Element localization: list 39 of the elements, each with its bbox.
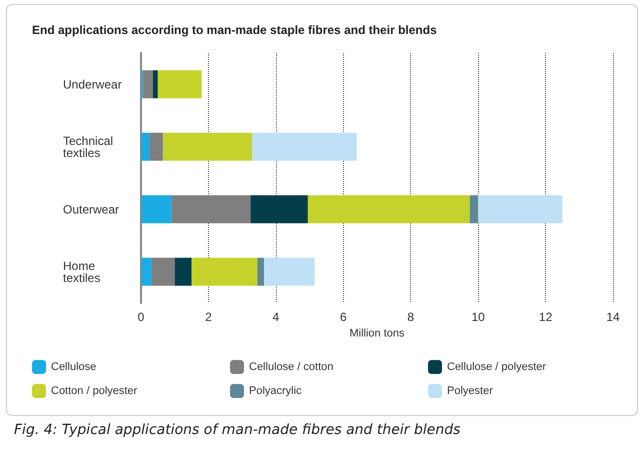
bar xyxy=(158,70,202,98)
bar xyxy=(162,132,252,161)
bar xyxy=(264,258,315,286)
bar xyxy=(151,258,175,286)
bar xyxy=(192,258,258,286)
bar xyxy=(174,258,192,286)
y-tick-label: Underwear xyxy=(63,77,122,92)
x-tick-label: 10 xyxy=(471,310,486,324)
legend-label: Polyacrylic xyxy=(249,385,302,397)
bar xyxy=(152,70,158,98)
bar xyxy=(470,195,478,224)
bar xyxy=(141,132,150,161)
legend-label: Cellulose xyxy=(51,361,96,373)
bar xyxy=(308,195,470,224)
x-tick-label: 6 xyxy=(340,310,347,324)
x-tick-label: 2 xyxy=(205,310,212,324)
legend-label: Polyester xyxy=(447,385,494,397)
y-tick-label: Technical textiles xyxy=(63,134,116,160)
bar xyxy=(149,132,163,161)
legend-label: Cellulose / polyester xyxy=(447,361,546,373)
x-axis-title: Million tons xyxy=(349,327,406,340)
legend-label: Cotton / polyester xyxy=(51,385,138,397)
x-tick-label: 12 xyxy=(538,310,553,324)
y-tick-label: Home textiles xyxy=(63,258,100,285)
y-tick-label: Outerwear xyxy=(63,202,120,216)
chart-title: End applications according to man-made staple fibres and their blends xyxy=(32,23,438,37)
bar xyxy=(141,258,152,286)
x-tick-label: 8 xyxy=(407,310,414,324)
x-tick-label: 4 xyxy=(272,310,280,324)
caption: Fig. 4: Typical applications of man-made fibres and their blends xyxy=(14,422,460,438)
x-tick-label: 0 xyxy=(138,310,145,324)
bar xyxy=(141,195,172,224)
bar xyxy=(250,195,308,224)
bar xyxy=(252,132,357,161)
bar xyxy=(171,195,251,224)
legend-label: Cellulose / cotton xyxy=(249,361,334,373)
bar xyxy=(257,258,264,286)
x-tick-label: 14 xyxy=(606,310,620,324)
bar xyxy=(478,195,562,224)
